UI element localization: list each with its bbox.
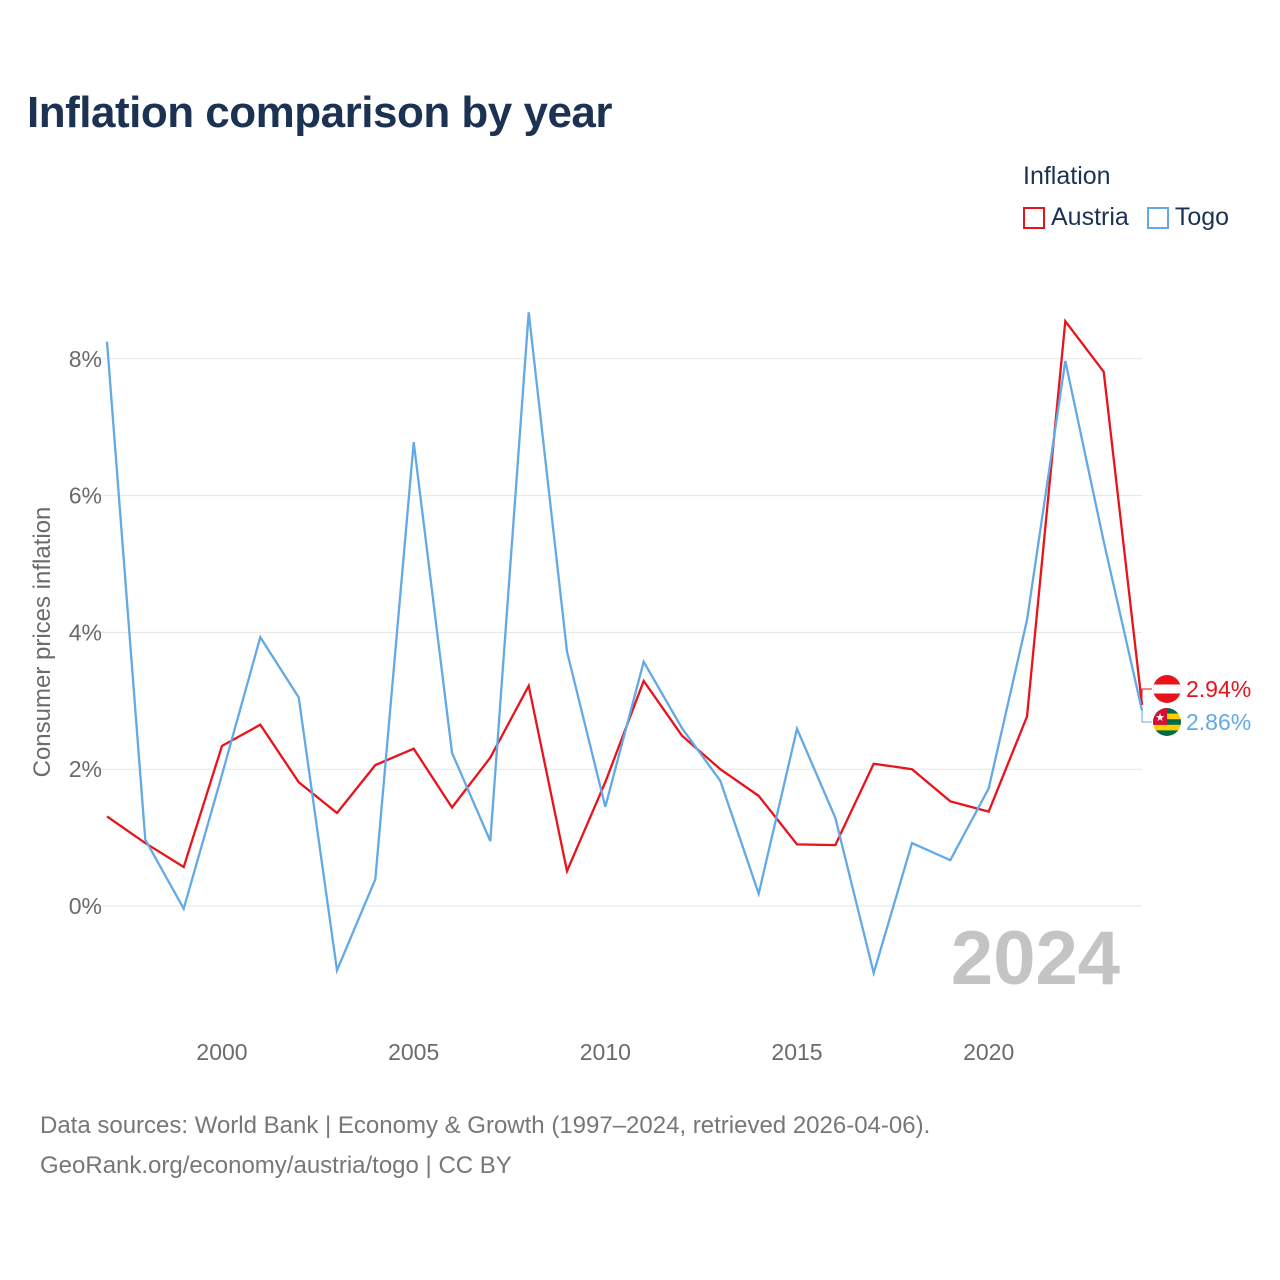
flag-austria xyxy=(1153,675,1181,703)
y-tick-label: 4% xyxy=(69,619,102,645)
legend-label-togo: Togo xyxy=(1174,203,1230,231)
legend-swatch-austria xyxy=(1023,206,1045,229)
source-note: Data sources: World Bank | Economy & Gro… xyxy=(40,1106,930,1186)
y-axis-ticks: 0% 2% 4% 6% 8% xyxy=(69,346,102,919)
series-line-togo xyxy=(105,312,1144,978)
connector-austria xyxy=(1141,688,1152,705)
svg-text:★: ★ xyxy=(1155,712,1165,724)
x-tick-label: 2015 xyxy=(771,1039,822,1065)
x-tick-label: 2005 xyxy=(388,1039,439,1065)
legend-title: Inflation xyxy=(1023,162,1111,190)
chart-title: Inflation comparison by year xyxy=(27,88,613,137)
gridlines xyxy=(80,358,1142,907)
year-watermark: 2024 xyxy=(951,916,1120,1001)
flag-togo: ★ xyxy=(1153,708,1181,736)
connector-togo xyxy=(1141,710,1152,723)
legend-item-austria[interactable]: Austria xyxy=(1023,203,1129,232)
end-label-austria: 2.94% xyxy=(1186,676,1251,702)
source-line-2[interactable]: GeoRank.org/economy/austria/togo | CC BY xyxy=(40,1152,512,1179)
source-line-1: Data sources: World Bank | Economy & Gro… xyxy=(40,1112,931,1139)
y-tick-label: 0% xyxy=(69,893,102,919)
end-marker-austria xyxy=(1153,675,1181,703)
y-tick-label: 2% xyxy=(69,756,102,782)
x-axis-ticks: 2000 2005 2010 2015 2020 xyxy=(196,1039,1014,1065)
x-tick-label: 2020 xyxy=(963,1039,1014,1065)
x-tick-label: 2010 xyxy=(580,1039,631,1065)
y-axis-title: Consumer prices inflation xyxy=(29,507,56,778)
y-tick-label: 8% xyxy=(69,346,102,372)
end-marker-togo: ★ xyxy=(1153,708,1181,736)
end-label-togo: 2.86% xyxy=(1186,709,1251,735)
series-lines xyxy=(105,312,1144,978)
series-line-austria xyxy=(106,318,1144,875)
end-labels: 2.94% ★ 2.86% xyxy=(1141,675,1251,736)
legend: Inflation Austria Togo xyxy=(1023,162,1247,232)
legend-item-togo[interactable]: Togo xyxy=(1146,203,1230,232)
x-tick-label: 2000 xyxy=(196,1039,247,1065)
y-tick-label: 6% xyxy=(69,483,102,509)
legend-swatch-togo xyxy=(1146,206,1169,229)
line-chart: 0% 2% 4% 6% 8% 2000 2005 2010 2015 2020 Consumer… xyxy=(29,312,1251,1065)
legend-label-austria: Austria xyxy=(1051,203,1129,231)
